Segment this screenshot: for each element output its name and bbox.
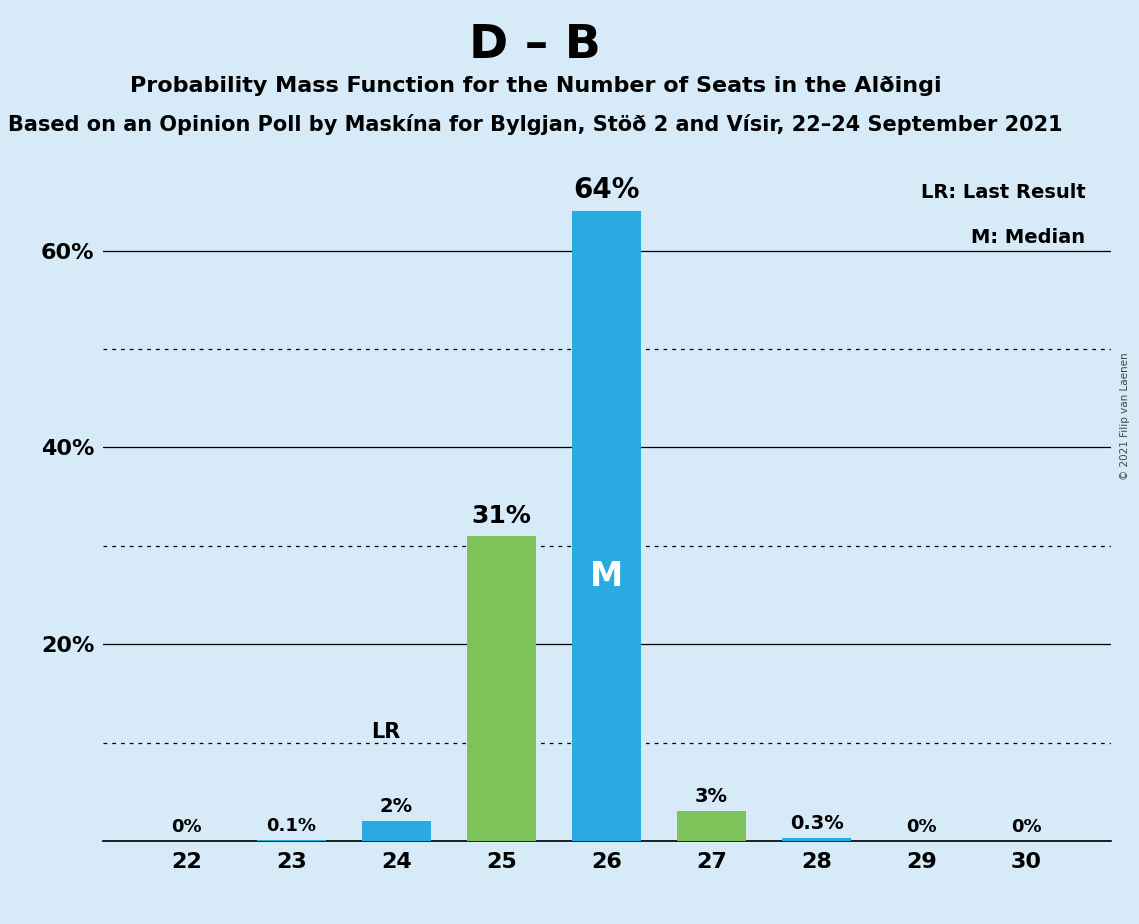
Text: 31%: 31%	[472, 505, 532, 529]
Bar	[782, 838, 851, 841]
Bar	[573, 212, 640, 841]
Text: 0%: 0%	[907, 818, 937, 836]
Text: 0.1%: 0.1%	[267, 817, 317, 835]
Text: Probability Mass Function for the Number of Seats in the Alðingi: Probability Mass Function for the Number…	[130, 76, 941, 96]
Text: © 2021 Filip van Laenen: © 2021 Filip van Laenen	[1121, 352, 1130, 480]
Text: M: Median: M: Median	[972, 228, 1085, 248]
Text: 0.3%: 0.3%	[789, 814, 843, 833]
Text: 2%: 2%	[380, 797, 413, 816]
Bar	[257, 840, 326, 841]
Text: M: M	[590, 560, 623, 593]
Text: LR: LR	[371, 723, 401, 743]
Text: 64%: 64%	[573, 176, 640, 203]
Text: Based on an Opinion Poll by Maskína for Bylgjan, Stöð 2 and Vísir, 22–24 Septemb: Based on an Opinion Poll by Maskína for …	[8, 114, 1063, 135]
Text: 3%: 3%	[695, 787, 728, 807]
Text: LR: Last Result: LR: Last Result	[920, 184, 1085, 202]
Text: D – B: D – B	[469, 23, 601, 68]
Bar	[678, 811, 746, 841]
Bar	[362, 821, 431, 841]
Text: 0%: 0%	[1011, 818, 1042, 836]
Text: 0%: 0%	[171, 818, 202, 836]
Bar	[467, 536, 535, 841]
